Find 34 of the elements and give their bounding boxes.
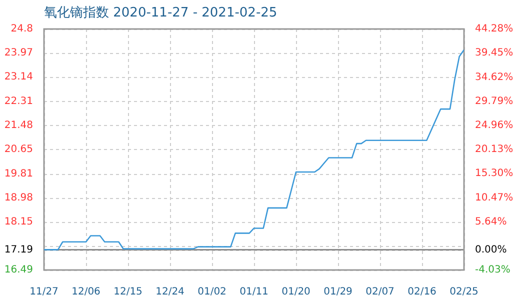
x-tick-label: 12/24 — [156, 286, 184, 298]
y2-tick-label: -4.03% — [475, 264, 510, 276]
x-tick-label: 02/16 — [408, 286, 436, 298]
y-tick-label: 23.97 — [4, 48, 33, 59]
x-tick-label: 02/07 — [366, 286, 394, 298]
y-tick-label: 20.65 — [4, 144, 33, 155]
x-tick-label: 11/27 — [30, 286, 58, 298]
y2-tick-label: 20.13% — [475, 144, 514, 156]
y2-tick-label: 44.28% — [475, 24, 514, 35]
y2-tick-label: 0.00% — [475, 244, 507, 256]
x-tick-label: 01/02 — [198, 286, 226, 298]
y2-tick-label: 15.30% — [475, 168, 514, 180]
y-tick-label: 24.8 — [10, 24, 33, 35]
y2-tick-label: 39.45% — [475, 48, 514, 59]
y2-tick-label: 24.96% — [475, 120, 514, 131]
y-tick-label: 18.98 — [4, 192, 33, 204]
y-tick-label: 21.48 — [4, 120, 33, 131]
x-tick-label: 01/20 — [282, 286, 310, 298]
y-tick-label: 22.31 — [4, 96, 33, 107]
x-tick-label: 01/11 — [240, 286, 268, 298]
x-tick-label: 01/29 — [324, 286, 352, 298]
y2-tick-label: 34.62% — [475, 72, 514, 83]
x-tick-label: 12/15 — [114, 286, 142, 298]
y2-tick-label: 10.47% — [475, 192, 514, 204]
x-tick-label: 12/06 — [72, 286, 100, 298]
y2-tick-label: 5.64% — [475, 216, 507, 228]
y-tick-label: 19.81 — [4, 168, 33, 180]
x-tick-label: 02/25 — [450, 286, 478, 298]
y-tick-label: 23.14 — [4, 72, 33, 83]
chart-title: 氧化镝指数 2020-11-27 - 2021-02-25 — [44, 5, 278, 20]
y-tick-label: 16.49 — [4, 264, 33, 276]
y2-tick-label: 29.79% — [475, 96, 514, 107]
y-tick-label: 17.19 — [4, 244, 33, 256]
y-tick-label: 18.15 — [4, 216, 33, 228]
